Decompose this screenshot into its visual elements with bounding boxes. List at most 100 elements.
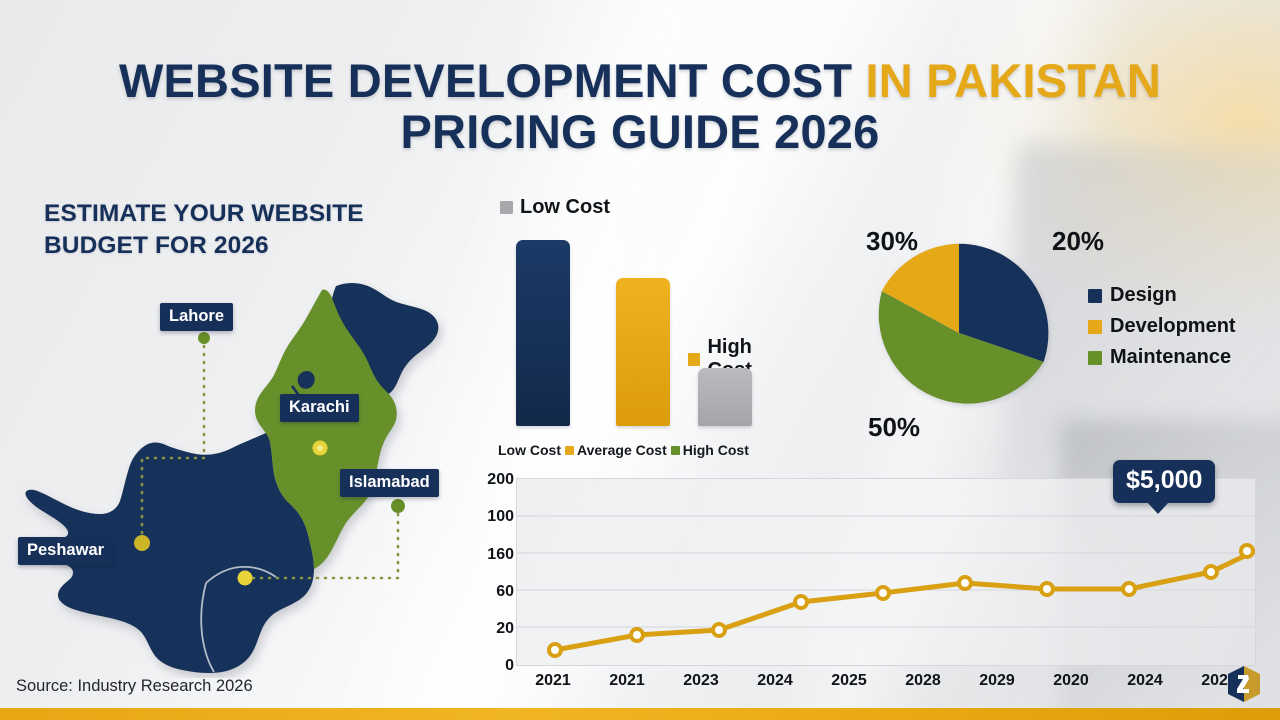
trend-line bbox=[552, 548, 1258, 653]
x-tick-7: 2020 bbox=[1053, 672, 1089, 689]
logo-monogram bbox=[1237, 675, 1249, 693]
y-tick-1: 100 bbox=[487, 508, 514, 525]
cost-trend-line: 200 100 160 60 20 0 bbox=[468, 460, 1268, 691]
source-note: Source: Industry Research 2026 bbox=[16, 677, 253, 695]
city-label-islamabad[interactable]: Islamabad bbox=[340, 469, 439, 497]
pie-legend: Design Development Maintenance bbox=[1088, 284, 1236, 369]
y-tick-5: 0 bbox=[505, 657, 514, 674]
bar-high-cost[interactable] bbox=[698, 368, 752, 426]
pie-slice-design[interactable] bbox=[959, 243, 1049, 362]
bar-average-cost[interactable] bbox=[616, 278, 670, 426]
legend-swatch-icon bbox=[1088, 319, 1102, 334]
trend-point[interactable] bbox=[547, 642, 563, 658]
map-internal-border bbox=[200, 582, 215, 673]
map-connectors bbox=[140, 336, 400, 580]
pie-value-label-design: 20% bbox=[1052, 226, 1105, 256]
title-line-1: WEBSITE DEVELOPMENT COST IN PAKISTAN bbox=[0, 54, 1280, 107]
cost-bar-chart: Low Cost High Cost Low Cost Average Cost… bbox=[498, 196, 798, 458]
pakistan-map-svg bbox=[25, 283, 439, 674]
trend-point[interactable] bbox=[875, 585, 891, 601]
title-accent-text: IN PAKISTAN bbox=[865, 54, 1162, 107]
map-panel-heading: ESTIMATE YOUR WEBSITE BUDGET FOR 2026 bbox=[44, 198, 474, 263]
pie-legend-item-development[interactable]: Development bbox=[1088, 315, 1236, 338]
legend-swatch-icon bbox=[670, 445, 680, 455]
trend-point[interactable] bbox=[711, 622, 727, 638]
bar-low-cost[interactable] bbox=[516, 240, 570, 426]
pie-slice-maintenance[interactable] bbox=[878, 291, 1044, 404]
connector-islamabad bbox=[243, 504, 400, 580]
pie-slice-development[interactable] bbox=[881, 243, 959, 333]
title-main-text: WEBSITE DEVELOPMENT COST bbox=[118, 54, 866, 107]
cost-breakdown-pie: 20% 30% 50% Design Development Maintenan… bbox=[866, 222, 1266, 452]
map-heading-line-2: BUDGET FOR 2026 bbox=[44, 232, 269, 260]
x-tick-2: 2023 bbox=[683, 672, 719, 689]
y-tick-0: 200 bbox=[487, 471, 514, 488]
map-landmass bbox=[25, 283, 439, 674]
pie-legend-item-design[interactable]: Design bbox=[1088, 284, 1236, 307]
page-title: WEBSITE DEVELOPMENT COST IN PAKISTAN PRI… bbox=[0, 54, 1280, 158]
legend-swatch-icon bbox=[500, 201, 513, 214]
legend-swatch-icon bbox=[1088, 288, 1102, 303]
map-heading-line-1: ESTIMATE YOUR WEBSITE bbox=[44, 200, 364, 227]
trend-point[interactable] bbox=[629, 627, 645, 643]
line-plot-svg bbox=[517, 515, 1258, 658]
x-tick-5: 2028 bbox=[905, 672, 941, 689]
trend-point[interactable] bbox=[793, 594, 809, 610]
city-marker-peshawar[interactable] bbox=[134, 535, 150, 551]
y-tick-4: 20 bbox=[496, 620, 514, 637]
x-tick-1: 2021 bbox=[609, 672, 645, 689]
pakistan-map: Lahore Karachi Islamabad Peshawar bbox=[10, 278, 470, 678]
map-inlet-detail bbox=[297, 371, 315, 389]
trend-point[interactable] bbox=[1203, 564, 1219, 580]
bar-axis-legend: Low Cost Average Cost High Cost bbox=[498, 442, 798, 458]
map-panel: ESTIMATE YOUR WEBSITE BUDGET FOR 2026 bbox=[18, 198, 474, 674]
pie-legend-maintenance-label: Maintenance bbox=[1110, 346, 1232, 368]
map-region-navy bbox=[25, 432, 315, 674]
bottom-accent-strip bbox=[0, 708, 1280, 720]
bar-axis-legend-average-label: Average Cost bbox=[577, 442, 667, 458]
map-region-green bbox=[255, 289, 397, 569]
trend-markers bbox=[547, 543, 1255, 658]
x-tick-6: 2029 bbox=[979, 672, 1015, 689]
logo-right-half bbox=[1244, 666, 1260, 702]
trend-point[interactable] bbox=[957, 575, 973, 591]
trend-point[interactable] bbox=[1239, 543, 1255, 559]
gridlines bbox=[517, 515, 1255, 628]
trend-point[interactable] bbox=[1121, 581, 1137, 597]
line-chart-y-axis: 200 100 160 60 20 0 bbox=[468, 466, 514, 674]
x-tick-3: 2024 bbox=[757, 672, 793, 689]
bar-axis-legend-item-low: Low Cost bbox=[498, 442, 561, 458]
pie-value-label-development: 30% bbox=[866, 226, 919, 256]
pie-svg bbox=[878, 243, 1049, 404]
map-internal-border bbox=[205, 565, 277, 584]
city-label-karachi[interactable]: Karachi bbox=[280, 394, 359, 422]
x-tick-0: 2021 bbox=[535, 672, 571, 689]
city-marker-islamabad[interactable] bbox=[391, 499, 405, 513]
connector-lahore bbox=[140, 336, 206, 545]
line-plot-area bbox=[516, 478, 1258, 666]
city-label-lahore[interactable]: Lahore bbox=[160, 303, 234, 331]
y-tick-3: 60 bbox=[496, 583, 514, 600]
pie-legend-item-maintenance[interactable]: Maintenance bbox=[1088, 346, 1236, 369]
brand-hexagon-logo-icon bbox=[1228, 666, 1260, 702]
legend-swatch-icon bbox=[688, 352, 701, 366]
legend-swatch-icon bbox=[565, 445, 574, 455]
pie-legend-development-label: Development bbox=[1110, 315, 1236, 337]
trend-point[interactable] bbox=[1039, 581, 1055, 597]
x-tick-9: 2026 bbox=[1201, 672, 1237, 689]
city-marker-lahore[interactable] bbox=[198, 332, 210, 344]
bar-axis-legend-high-label: High Cost bbox=[682, 442, 749, 458]
bar-axis-legend-low-label: Low Cost bbox=[498, 442, 561, 458]
bar-floating-legend-low-label: Low Cost bbox=[520, 196, 610, 218]
pie-legend-design-label: Design bbox=[1110, 284, 1177, 306]
legend-swatch-icon bbox=[1088, 350, 1102, 365]
city-label-peshawar[interactable]: Peshawar bbox=[18, 537, 114, 565]
city-marker-karachi-inner bbox=[317, 445, 323, 451]
x-tick-4: 2025 bbox=[831, 672, 867, 689]
bar-axis-legend-item-high: High Cost bbox=[670, 442, 749, 458]
bar-plot-area bbox=[498, 226, 798, 426]
trend-value-tooltip: $5,000 bbox=[1113, 460, 1216, 514]
city-marker-south[interactable] bbox=[237, 570, 253, 586]
bar-floating-legend-low: Low Cost bbox=[500, 196, 610, 219]
